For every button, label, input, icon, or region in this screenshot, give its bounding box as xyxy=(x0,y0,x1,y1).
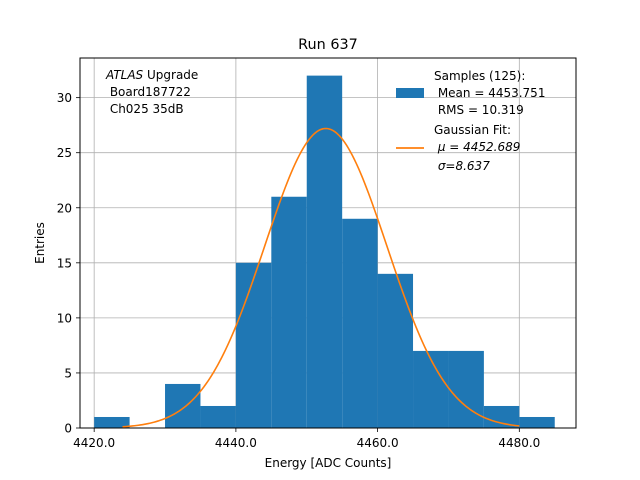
histogram-bar-4 xyxy=(235,262,272,428)
y-tick-label-0: 0 xyxy=(64,422,72,436)
legend: Samples (125): Mean = 4453.751 RMS = 10.… xyxy=(396,69,545,173)
gaussian-fit-line xyxy=(122,127,520,428)
y-tick-label-2: 10 xyxy=(57,311,72,325)
y-tick-label-3: 15 xyxy=(57,256,72,270)
legend-gaussian-line-2: μ = 4452.689 xyxy=(434,140,520,154)
y-axis-label: Entries xyxy=(33,222,47,264)
x-axis-label: Energy [ADC Counts] xyxy=(265,456,392,470)
y-tick-label-5: 25 xyxy=(57,146,72,160)
histogram-bar-10 xyxy=(448,350,484,428)
legend-gaussian-line-3: σ=8.637 xyxy=(434,159,490,173)
annotation-line-2: Board187722 xyxy=(106,85,191,99)
x-tick-label-0: 4420.0 xyxy=(73,436,115,450)
annotation-line-1: ATLAS Upgrade xyxy=(105,68,198,82)
x-tick-label-1: 4440.0 xyxy=(215,436,257,450)
histogram-bar-9 xyxy=(413,350,449,428)
y-tick-label-4: 20 xyxy=(57,201,72,215)
x-axis-ticks: 4420.0 4440.0 4460.0 4480.0 xyxy=(73,428,540,450)
x-tick-label-2: 4460.0 xyxy=(357,436,399,450)
legend-swatch-samples xyxy=(396,88,424,98)
legend-gaussian-line-1: Gaussian Fit: xyxy=(434,123,511,137)
histogram-bar-12 xyxy=(519,416,555,428)
y-axis-ticks: 0 5 10 15 20 25 30 xyxy=(57,91,80,436)
histogram-bar-8 xyxy=(377,273,414,428)
histogram-bar-0 xyxy=(94,416,130,428)
histogram-bar-3 xyxy=(200,405,236,428)
legend-samples-line-3: RMS = 10.319 xyxy=(434,103,524,117)
fit-curve xyxy=(122,127,520,428)
legend-samples-line-1: Samples (125): xyxy=(434,69,525,83)
y-tick-label-1: 5 xyxy=(64,366,72,380)
annotation-upgrade: Upgrade xyxy=(143,68,198,82)
y-tick-label-6: 30 xyxy=(57,91,72,105)
annotation-atlas: ATLAS xyxy=(105,68,144,82)
plot-area-frame xyxy=(79,57,577,429)
histogram-bar-7 xyxy=(342,218,378,428)
legend-samples-line-2: Mean = 4453.751 xyxy=(434,86,545,100)
histogram-bar-2 xyxy=(165,383,201,428)
histogram-bars xyxy=(94,75,555,428)
x-tick-label-3: 4480.0 xyxy=(498,436,540,450)
chart-title: Run 637 xyxy=(298,37,358,53)
histogram-bar-11 xyxy=(483,405,520,428)
histogram-bar-5 xyxy=(271,196,307,428)
annotation-box: ATLAS Upgrade Board187722 Ch025 35dB xyxy=(105,68,198,116)
annotation-line-3: Ch025 35dB xyxy=(106,102,184,116)
